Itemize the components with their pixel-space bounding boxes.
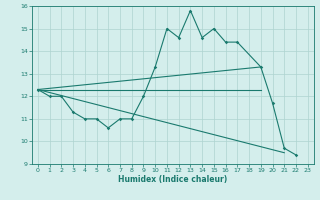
X-axis label: Humidex (Indice chaleur): Humidex (Indice chaleur)	[118, 175, 228, 184]
